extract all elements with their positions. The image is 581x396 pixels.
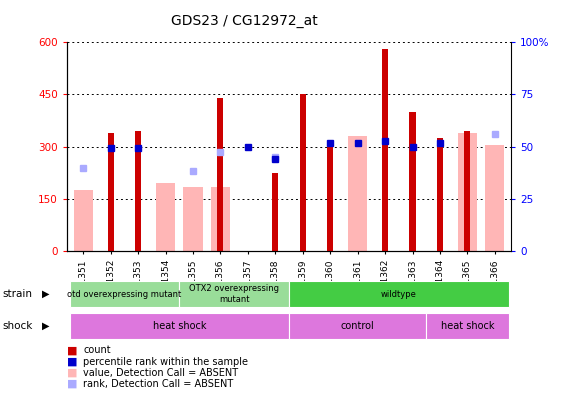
Bar xyxy=(485,145,504,251)
Bar xyxy=(70,281,180,307)
Text: rank, Detection Call = ABSENT: rank, Detection Call = ABSENT xyxy=(83,379,234,389)
Text: percentile rank within the sample: percentile rank within the sample xyxy=(83,356,248,367)
Text: control: control xyxy=(341,321,375,331)
Bar xyxy=(135,131,141,251)
Text: count: count xyxy=(83,345,111,356)
Text: OTX2 overexpressing
mutant: OTX2 overexpressing mutant xyxy=(189,284,279,304)
Bar xyxy=(458,133,477,251)
Text: ■: ■ xyxy=(67,379,77,389)
Text: ■: ■ xyxy=(67,356,77,367)
Text: strain: strain xyxy=(3,289,33,299)
Text: ■: ■ xyxy=(67,367,77,378)
Text: heat shock: heat shock xyxy=(440,321,494,331)
Bar xyxy=(184,187,203,251)
Bar xyxy=(156,183,175,251)
Bar xyxy=(211,187,230,251)
Text: GDS23 / CG12972_at: GDS23 / CG12972_at xyxy=(171,14,317,28)
Text: value, Detection Call = ABSENT: value, Detection Call = ABSENT xyxy=(83,367,238,378)
Bar xyxy=(217,97,224,251)
Bar xyxy=(410,112,415,251)
Bar xyxy=(348,136,367,251)
Text: heat shock: heat shock xyxy=(153,321,206,331)
Bar xyxy=(426,313,508,339)
Bar xyxy=(289,313,426,339)
Bar xyxy=(437,138,443,251)
Text: ▶: ▶ xyxy=(42,321,49,331)
Bar xyxy=(289,281,508,307)
Text: ▶: ▶ xyxy=(42,289,49,299)
Text: wildtype: wildtype xyxy=(381,289,417,299)
Text: ■: ■ xyxy=(67,345,77,356)
Text: otd overexpressing mutant: otd overexpressing mutant xyxy=(67,289,181,299)
Bar xyxy=(382,49,388,251)
Bar xyxy=(464,131,471,251)
Bar xyxy=(74,190,93,251)
Bar xyxy=(272,173,278,251)
Bar xyxy=(70,313,289,339)
Bar xyxy=(107,133,114,251)
Text: shock: shock xyxy=(3,321,33,331)
Bar xyxy=(327,147,333,251)
Bar xyxy=(180,281,289,307)
Bar xyxy=(300,94,306,251)
